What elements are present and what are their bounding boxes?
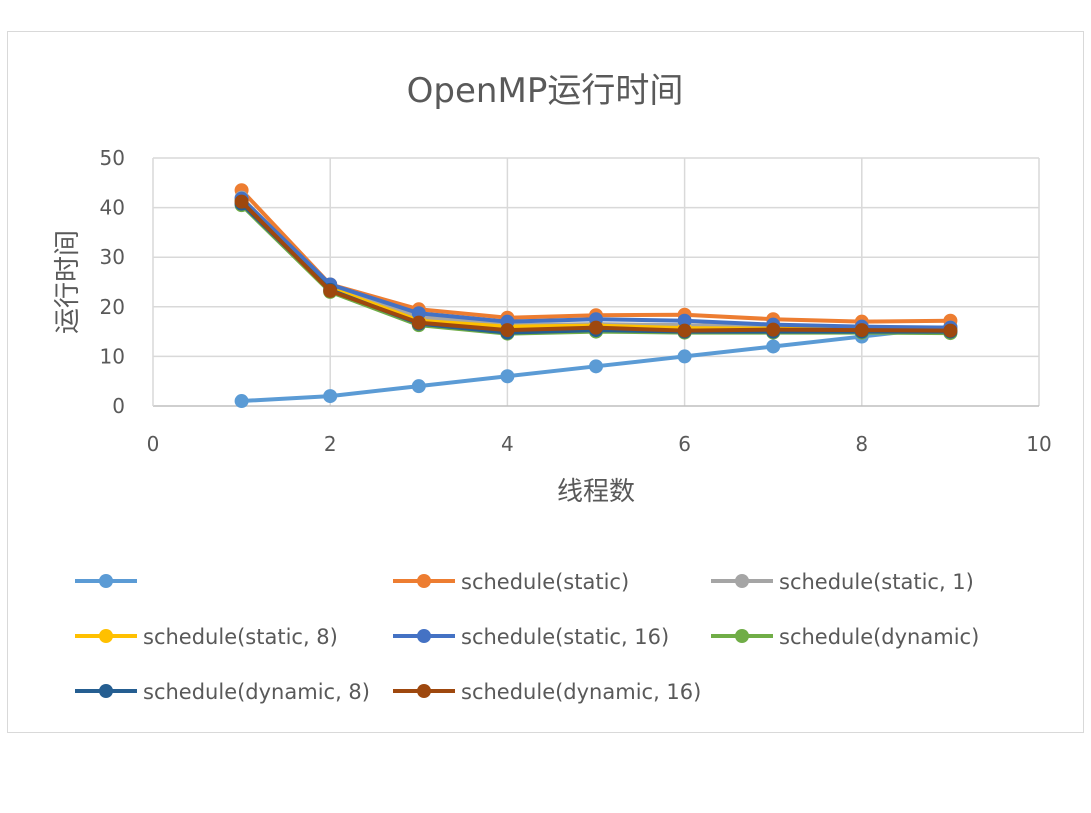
data-point <box>766 339 781 354</box>
series-4 <box>234 191 958 335</box>
legend-label: schedule(static, 16) <box>461 625 669 649</box>
x-axis-title: 线程数 <box>557 477 635 507</box>
data-point <box>589 359 603 374</box>
legend-marker <box>417 629 431 643</box>
y-axis-title: 运行时间 <box>53 230 83 334</box>
legend-marker <box>417 684 431 698</box>
data-point <box>854 323 869 338</box>
legend-item: schedule(dynamic, 8) <box>75 680 370 704</box>
data-point <box>500 369 515 384</box>
legend-label: schedule(dynamic, 16) <box>461 680 701 704</box>
x-tick-label: 2 <box>324 432 337 456</box>
data-point <box>234 194 249 209</box>
data-point <box>234 394 249 409</box>
data-point <box>323 283 338 298</box>
series-group <box>234 183 958 409</box>
y-tick-label: 30 <box>100 245 125 269</box>
data-point <box>943 323 958 338</box>
axes <box>152 158 1039 407</box>
legend-label: schedule(dynamic, 8) <box>143 680 370 704</box>
legend-item <box>75 574 137 588</box>
y-tick-label: 40 <box>100 196 125 220</box>
legend-label: schedule(static) <box>461 570 629 594</box>
y-tick-label: 50 <box>100 146 125 170</box>
data-point <box>766 322 781 337</box>
y-tick-label: 10 <box>100 344 125 368</box>
gridlines <box>153 157 1040 406</box>
data-point <box>589 320 603 335</box>
series-line <box>240 196 951 330</box>
legend-item: schedule(static) <box>393 570 629 594</box>
x-tick-label: 4 <box>501 432 514 456</box>
data-point <box>500 323 515 338</box>
y-tick-label: 20 <box>100 295 125 319</box>
data-point <box>411 379 426 394</box>
legend-marker <box>735 574 749 588</box>
legend: schedule(static) schedule(static, 1) sched… <box>75 570 979 704</box>
chart-frame <box>7 31 1084 733</box>
data-point <box>323 389 338 404</box>
legend-label: schedule(dynamic) <box>779 625 979 649</box>
legend-item: schedule(static, 16) <box>393 625 669 649</box>
x-tick-label: 6 <box>678 432 691 456</box>
legend-item: schedule(static, 8) <box>75 625 338 649</box>
legend-marker <box>99 574 113 588</box>
x-tick-label: 10 <box>1026 432 1051 456</box>
y-tick-label: 0 <box>112 394 125 418</box>
x-tick-label: 8 <box>855 432 868 456</box>
x-tick-labels: 0 2 4 6 8 10 <box>147 432 1052 456</box>
y-tick-labels: 0 10 20 30 40 50 <box>100 146 125 418</box>
legend-item: schedule(dynamic, 16) <box>393 680 701 704</box>
legend-item: schedule(dynamic) <box>711 625 979 649</box>
chart-title: OpenMP运行时间 <box>407 71 684 111</box>
x-tick-label: 0 <box>147 432 160 456</box>
legend-item: schedule(static, 1) <box>711 570 974 594</box>
data-point <box>411 315 426 330</box>
series-line <box>240 188 951 324</box>
legend-label: schedule(static, 1) <box>779 570 974 594</box>
legend-marker <box>99 629 113 643</box>
legend-marker <box>735 629 749 643</box>
data-point <box>677 349 692 364</box>
data-point <box>677 323 692 338</box>
legend-marker <box>99 684 113 698</box>
legend-marker <box>417 574 431 588</box>
series-7 <box>234 194 958 338</box>
legend-label: schedule(static, 8) <box>143 625 338 649</box>
